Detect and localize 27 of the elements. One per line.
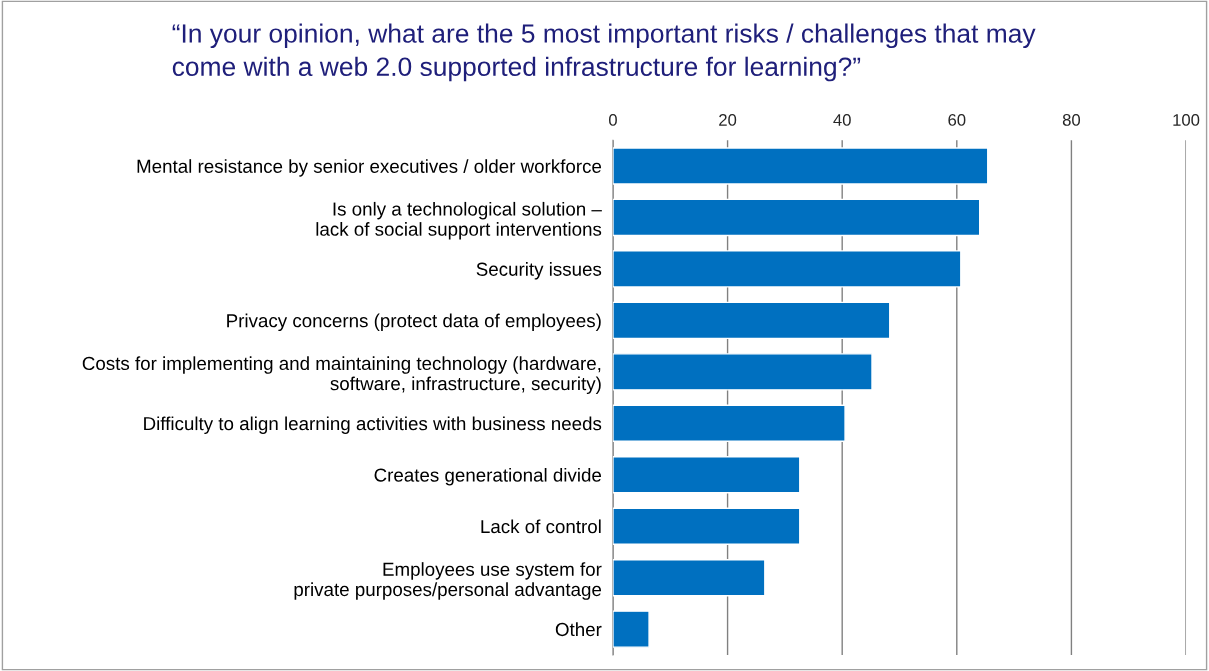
y-tick-label: Other [555,622,602,637]
x-tick-label: 40 [833,114,851,126]
x-tick-label: 60 [948,114,966,126]
bar [612,301,891,340]
y-tick-label: Mental resistance by senior executives / older workforce [137,159,602,177]
y-tick-label: Privacy concerns (protect data of employees) [227,313,601,332]
bar [612,353,873,391]
y-tick-label: Creates generational divide [374,467,602,486]
y-tick-label: Lack of control [481,519,601,534]
y-tick-label: Security issues [476,262,602,280]
y-tick-label: Employees use system for private purposes/personal advantage [294,562,602,600]
x-tick-label: 0 [608,114,617,126]
bar [612,404,846,443]
bar [612,507,801,545]
bar [612,456,801,494]
bar [612,558,766,597]
y-tick-label: Difficulty to align learning activities with business needs [144,416,602,434]
bar [612,198,981,237]
bar [612,147,989,185]
bar [612,250,962,288]
x-tick-label: 100 [1173,114,1200,126]
bar [612,610,650,648]
x-tick-label: 80 [1062,114,1081,126]
y-tick-label: Costs for implementing and maintaining technology (hardware, software, infrastructure, security) [82,356,601,394]
y-tick-label: Is only a technological solution – lack of social support interventions [316,201,602,240]
chart-title: “In your opinion, what are the 5 most important risks / challenges that may come with a web 2.0 supported infrastructure for learning?” [172,23,1036,82]
x-tick-label: 20 [719,114,737,126]
